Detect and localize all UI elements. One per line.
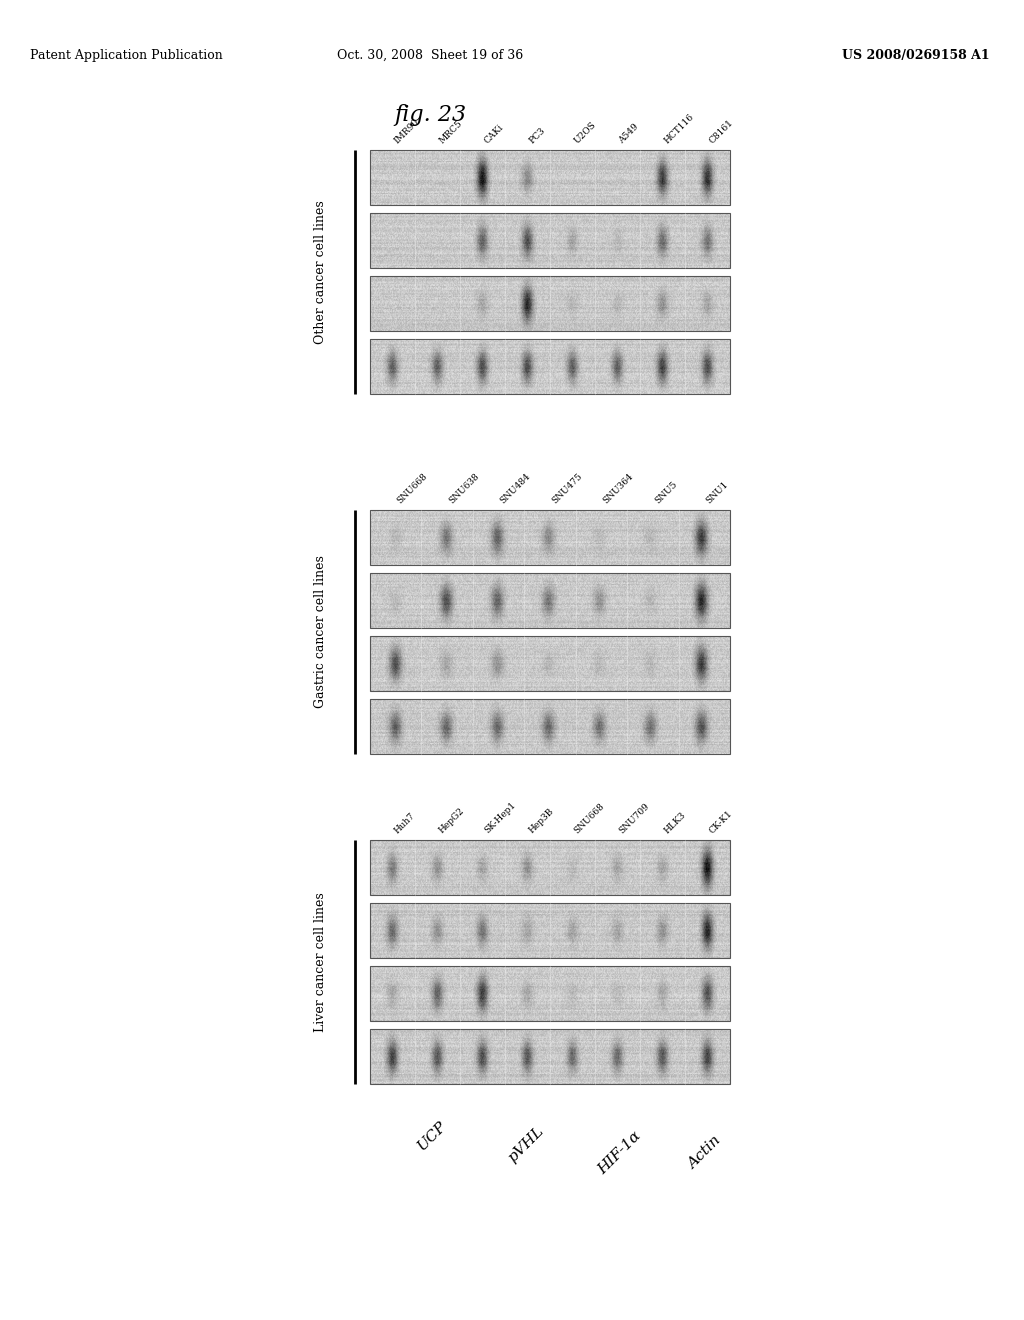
Text: Other cancer cell lines: Other cancer cell lines — [313, 201, 327, 345]
Text: C8161: C8161 — [708, 117, 735, 145]
Bar — [370, 1030, 730, 1084]
Text: Hep3B: Hep3B — [527, 807, 556, 836]
Text: Actin: Actin — [685, 1134, 723, 1172]
Bar — [370, 213, 730, 268]
Text: SNU668: SNU668 — [572, 801, 606, 836]
Bar — [370, 700, 730, 754]
Text: SNU668: SNU668 — [395, 471, 429, 506]
Text: SNU638: SNU638 — [447, 471, 481, 506]
Text: SK-Hep1: SK-Hep1 — [482, 800, 517, 836]
Text: SNU364: SNU364 — [601, 471, 635, 506]
Text: SNU475: SNU475 — [550, 471, 584, 506]
Bar — [370, 510, 730, 565]
Text: PC3: PC3 — [527, 125, 547, 145]
Bar — [370, 966, 730, 1020]
Text: SNU1: SNU1 — [705, 479, 730, 506]
Text: US 2008/0269158 A1: US 2008/0269158 A1 — [843, 49, 990, 62]
Bar — [370, 150, 730, 205]
Text: CK-K1: CK-K1 — [708, 808, 734, 836]
Text: U2OS: U2OS — [572, 120, 598, 145]
Text: pVHL: pVHL — [505, 1125, 546, 1166]
Text: Patent Application Publication: Patent Application Publication — [30, 49, 223, 62]
Text: SNU709: SNU709 — [617, 801, 651, 836]
Text: HepG2: HepG2 — [437, 807, 466, 836]
Text: UCP: UCP — [415, 1119, 450, 1154]
Text: fig. 23: fig. 23 — [394, 104, 466, 125]
Bar — [370, 573, 730, 628]
Bar — [370, 339, 730, 393]
Text: IMR90: IMR90 — [392, 116, 421, 145]
Bar — [370, 903, 730, 958]
Text: CAKi: CAKi — [482, 123, 505, 145]
Text: MRC5: MRC5 — [437, 119, 464, 145]
Text: Gastric cancer cell lines: Gastric cancer cell lines — [313, 556, 327, 709]
Bar — [370, 276, 730, 331]
Text: A549: A549 — [617, 121, 641, 145]
Text: SNU484: SNU484 — [499, 471, 532, 506]
Text: HIF-1α: HIF-1α — [595, 1129, 643, 1177]
Text: HCT116: HCT116 — [663, 112, 695, 145]
Text: Oct. 30, 2008  Sheet 19 of 36: Oct. 30, 2008 Sheet 19 of 36 — [337, 49, 523, 62]
Bar — [370, 636, 730, 690]
Bar — [370, 840, 730, 895]
Text: HLK3: HLK3 — [663, 810, 687, 836]
Text: Huh7: Huh7 — [392, 810, 417, 836]
Text: SNU5: SNU5 — [653, 479, 679, 506]
Text: Liver cancer cell lines: Liver cancer cell lines — [313, 892, 327, 1032]
